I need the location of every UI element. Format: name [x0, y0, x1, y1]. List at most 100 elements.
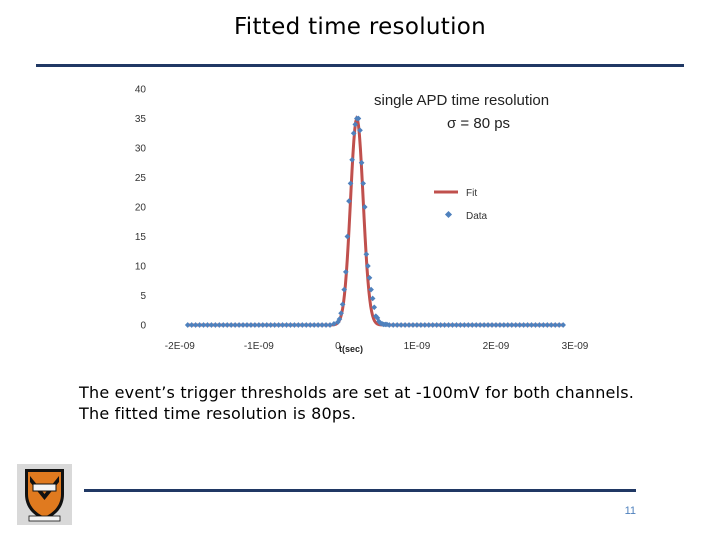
data-point: [275, 322, 282, 328]
data-point: [453, 322, 460, 328]
y-tick-label: 15: [135, 232, 147, 243]
data-point: [363, 251, 370, 258]
sigma-annotation: σ = 80 ps: [447, 115, 510, 132]
data-point: [548, 322, 555, 328]
data-point: [520, 322, 527, 328]
data-point: [477, 322, 483, 328]
data-point: [287, 322, 294, 328]
legend: Fit Data: [434, 188, 488, 222]
data-point: [421, 322, 428, 328]
fit-curve: [187, 115, 564, 327]
slide-title: Fitted time resolution: [233, 14, 487, 40]
data-point: [331, 320, 337, 327]
footer-divider: [84, 489, 636, 492]
data-point: [350, 130, 357, 137]
x-tick-label: -1E-09: [244, 341, 274, 352]
data-point: [372, 313, 379, 319]
y-tick-label: 20: [135, 203, 147, 214]
data-point: [338, 310, 344, 317]
chart-title: single APD time resolution: [374, 92, 549, 109]
data-point: [184, 322, 191, 328]
data-point: [208, 322, 215, 328]
data-point: [204, 322, 211, 328]
legend-data-label: Data: [466, 211, 488, 222]
data-point: [433, 322, 440, 328]
data-point: [497, 322, 503, 328]
data-point: [360, 180, 367, 187]
data-point: [429, 322, 436, 328]
data-point: [248, 322, 254, 328]
data-point: [402, 322, 408, 328]
y-tick-label: 10: [135, 262, 147, 273]
data-point: [336, 316, 343, 322]
data-point: [291, 322, 298, 328]
data-point: [528, 322, 535, 328]
data-point: [504, 322, 511, 328]
data-point: [263, 322, 270, 328]
data-point: [311, 322, 318, 328]
data-point: [481, 322, 487, 328]
data-point: [501, 322, 507, 328]
x-tick-label: -2E-09: [165, 341, 195, 352]
data-point: [216, 322, 223, 328]
data-point: [394, 322, 400, 328]
data-point: [212, 322, 219, 328]
y-tick-label: 5: [140, 291, 146, 302]
data-point: [473, 322, 480, 328]
data-point: [461, 322, 468, 328]
data-point: [369, 295, 376, 302]
title-divider: [36, 64, 684, 67]
legend-data-swatch: [444, 210, 453, 219]
data-point: [283, 322, 290, 328]
x-tick-label: 0: [335, 341, 341, 352]
data-point: [398, 322, 404, 328]
data-point: [410, 322, 416, 328]
data-point: [552, 322, 559, 328]
data-point: [361, 204, 368, 210]
data-point: [358, 159, 365, 166]
data-point: [271, 322, 278, 328]
data-point: [418, 322, 424, 328]
data-point: [240, 322, 246, 328]
data-point: [512, 322, 519, 328]
data-point: [200, 322, 207, 328]
data-point: [299, 322, 306, 328]
data-point: [196, 322, 203, 328]
data-point: [489, 322, 495, 328]
data-point: [344, 233, 351, 240]
y-tick-label: 40: [135, 85, 147, 96]
page-number: 11: [624, 505, 636, 517]
data-point: [256, 322, 262, 328]
data-point: [252, 322, 258, 328]
data-point: [441, 322, 448, 328]
data-point: [465, 322, 472, 328]
data-point: [449, 322, 456, 328]
data-point: [386, 322, 393, 328]
data-point: [536, 322, 543, 328]
data-point: [540, 322, 547, 328]
data-point: [485, 322, 491, 328]
y-tick-label: 0: [140, 321, 146, 332]
caption-text: The event’s trigger thresholds are set a…: [79, 383, 635, 423]
data-point: [188, 322, 195, 328]
data-point: [371, 304, 378, 311]
data-point: [319, 322, 325, 328]
data-point: [341, 286, 348, 293]
time-resolution-chart: 0 5 10 15 20 25 30 35 40 -2E-09 -1E-09 0 1E-09 2E-09…: [135, 85, 589, 355]
data-point: [544, 322, 551, 328]
data-point: [414, 322, 420, 328]
x-tick-label: 2E-09: [483, 341, 510, 352]
y-tick-label: 35: [135, 114, 147, 125]
data-point: [349, 156, 355, 163]
data-point: [347, 180, 354, 187]
data-point: [303, 322, 310, 328]
data-point: [259, 322, 266, 328]
data-point: [437, 322, 444, 328]
data-point: [425, 322, 432, 328]
data-point: [220, 322, 227, 328]
x-axis-label: t(sec): [339, 344, 363, 354]
data-point: [524, 322, 531, 328]
data-point: [457, 322, 464, 328]
legend-fit-label: Fit: [466, 188, 477, 199]
data-point: [307, 322, 314, 328]
